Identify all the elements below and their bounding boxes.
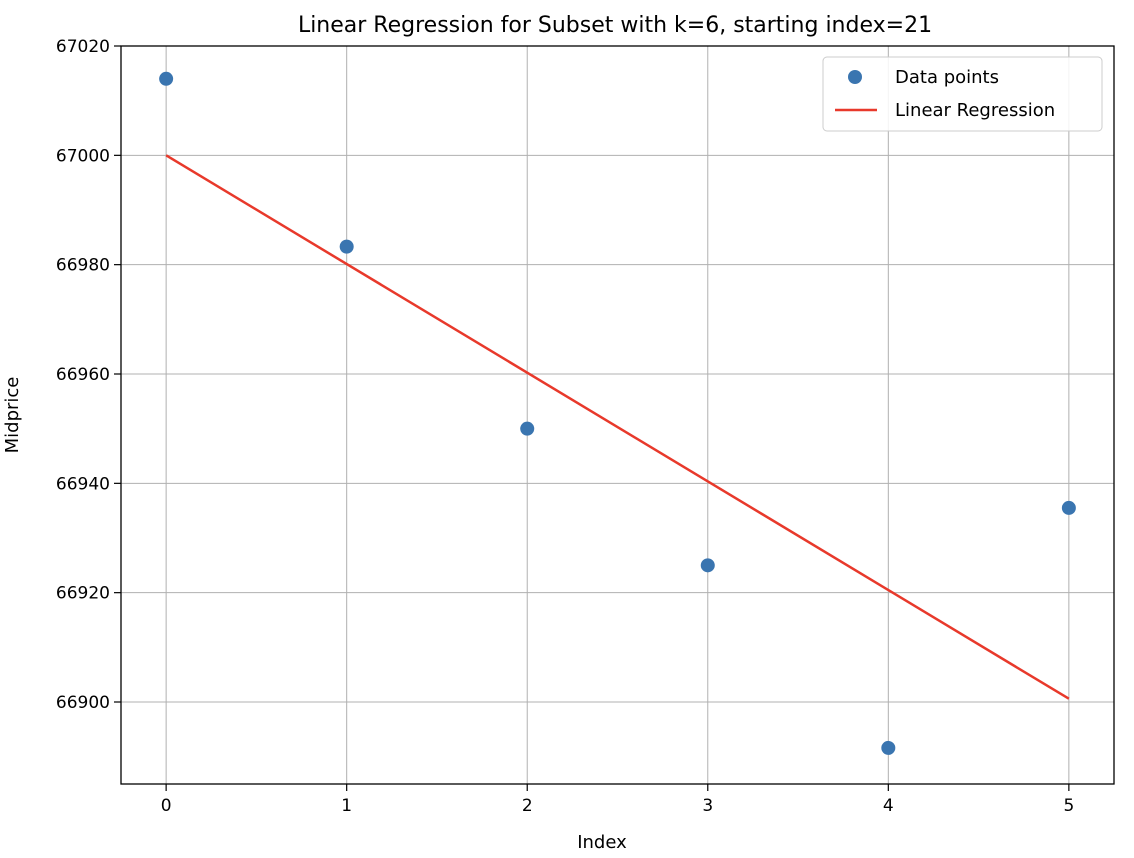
data-point — [881, 740, 896, 755]
data-points-group — [159, 71, 1076, 755]
y-axis-label: Midprice — [2, 377, 23, 454]
y-tick-label: 66900 — [56, 693, 110, 713]
data-point — [700, 558, 715, 573]
data-point — [339, 239, 354, 254]
legend-label-data-points: Data points — [895, 67, 999, 88]
data-point — [159, 71, 174, 86]
data-point — [1061, 500, 1076, 515]
y-tick-label: 67020 — [56, 37, 110, 57]
chart-title: Linear Regression for Subset with k=6, s… — [298, 13, 932, 38]
regression-line-group — [165, 154, 1070, 700]
x-tick-label: 2 — [522, 796, 533, 816]
y-tick-label: 66920 — [56, 584, 110, 604]
y-tick-label: 67000 — [56, 146, 110, 166]
x-ticks: 0 1 2 3 4 5 — [161, 784, 1074, 816]
grid — [121, 45, 1114, 784]
x-axis-label: Index — [577, 832, 627, 853]
x-tick-label: 3 — [702, 796, 713, 816]
legend-label-linear-regression: Linear Regression — [895, 100, 1055, 121]
y-tick-label: 66960 — [56, 365, 110, 385]
data-point — [520, 421, 535, 436]
x-tick-label: 4 — [883, 796, 894, 816]
y-ticks: 66900 66920 66940 66960 66980 67000 67020 — [56, 37, 121, 713]
legend-marker-data-points — [848, 70, 862, 84]
legend-box — [822, 56, 1103, 132]
regression-line — [165, 154, 1070, 700]
x-tick-label: 0 — [161, 796, 172, 816]
legend: Data points Linear Regression — [822, 56, 1103, 132]
x-tick-label: 5 — [1063, 796, 1074, 816]
y-tick-label: 66980 — [56, 256, 110, 276]
plot-frame — [120, 45, 1115, 785]
x-tick-label: 1 — [341, 796, 352, 816]
y-tick-label: 66940 — [56, 474, 110, 494]
